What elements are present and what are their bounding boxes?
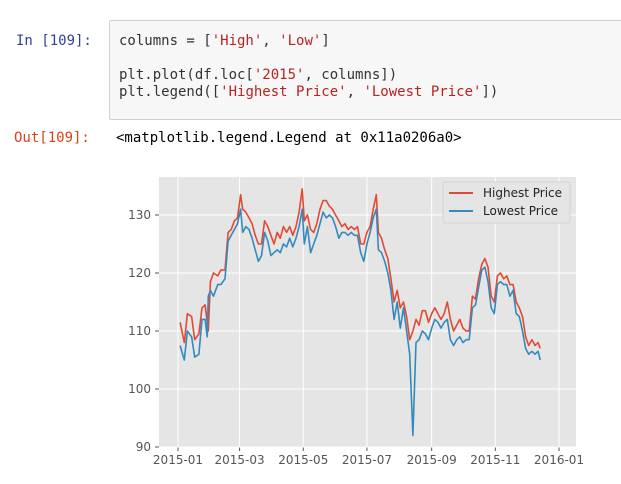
output-prompt: Out[109]: [14,130,90,146]
x-tick-label: 2015-09 [407,453,457,467]
input-prompt: In [109]: [16,33,92,49]
code-line-2: plt.plot(df.loc['2015', columns]) [119,67,398,83]
y-tick-label: 100 [128,382,151,396]
x-tick-label: 2015-07 [342,453,392,467]
line-chart-figure: 2015-01 2015-03 2015-05 2015-07 2015-09 2015-… [0,160,621,480]
legend-label: Lowest Price [483,204,558,218]
code-cell-editor[interactable]: columns = ['High', 'Low'] plt.plot(df.lo… [109,20,621,120]
legend-label: Highest Price [483,186,562,200]
output-text: <matplotlib.legend.Legend at 0x11a0206a0… [116,130,462,146]
code-line-3: plt.legend(['Highest Price', 'Lowest Pri… [119,84,499,100]
x-tick-label: 2015-03 [215,453,265,467]
code-line-1: columns = ['High', 'Low'] [119,33,330,49]
line-chart: 2015-01 2015-03 2015-05 2015-07 2015-09 2015-… [128,177,584,467]
series-line [179,188,541,349]
x-tick-label: 2016-01 [534,453,584,467]
y-tick-label: 130 [128,208,151,222]
x-tick-label: 2015-11 [470,453,520,467]
y-tick-label: 120 [128,266,151,280]
y-tick-label: 90 [136,440,151,454]
legend [442,181,571,224]
x-tick-label: 2015-01 [153,453,203,467]
series-line [179,208,541,437]
x-tick-label: 2015-05 [278,453,328,467]
y-tick-label: 110 [128,324,151,338]
